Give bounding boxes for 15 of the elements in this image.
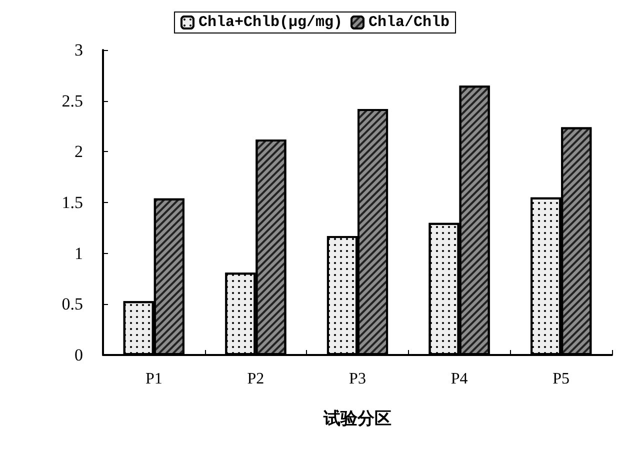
y-tick-label: 0	[74, 346, 83, 364]
legend-label: Chla+Chlb(μg/mg)	[198, 14, 343, 31]
x-axis-title: 试验分区	[322, 409, 392, 428]
y-tick-label: 0.5	[62, 294, 83, 314]
y-tick-label: 1	[74, 244, 83, 263]
x-tick-label: P5	[552, 370, 570, 388]
x-tick-label: P1	[145, 370, 162, 388]
legend-label: Chla/Chlb	[368, 14, 450, 31]
y-tick-label: 2.5	[62, 91, 83, 110]
x-tick-label: P3	[349, 370, 366, 388]
y-tick-label: 2	[74, 142, 83, 162]
x-tick-label: P4	[450, 370, 468, 388]
x-tick-label: P2	[247, 370, 264, 388]
y-tick-label: 1.5	[62, 193, 83, 212]
y-tick-label: 3	[74, 40, 83, 60]
